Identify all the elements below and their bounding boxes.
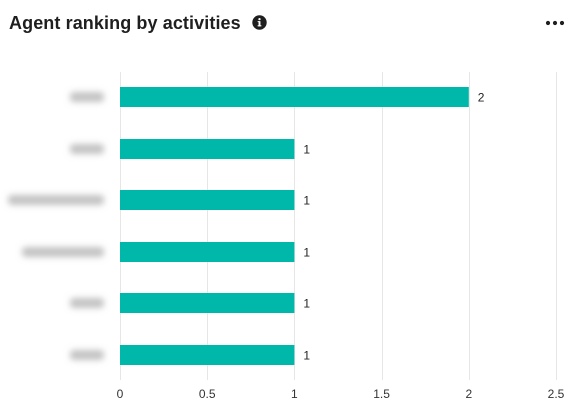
category-label-redacted: [22, 247, 104, 257]
bar-value-label: 1: [303, 297, 310, 311]
bar-value-label: 2: [478, 91, 485, 105]
value-labels: 2 1 1 1 1 1: [303, 91, 484, 363]
bar: [120, 242, 295, 262]
info-icon[interactable]: [252, 14, 267, 30]
bar-value-label: 1: [303, 246, 310, 260]
bar: [120, 345, 295, 365]
bar-value-label: 1: [303, 349, 310, 363]
bars: [120, 87, 469, 365]
grid-lines: [120, 72, 557, 380]
bar: [120, 293, 295, 313]
category-labels: [8, 92, 104, 360]
bar: [120, 87, 469, 107]
x-axis: 0 0.5 1 1.5 2 2.5: [117, 387, 565, 401]
x-tick-label: 2.5: [548, 387, 565, 401]
category-label-redacted: [70, 144, 104, 154]
bar: [120, 139, 295, 159]
category-label-redacted: [70, 92, 104, 102]
bar: [120, 190, 295, 210]
more-horizontal-icon: [545, 20, 565, 26]
widget-header: Agent ranking by activities: [9, 8, 567, 38]
category-label-redacted: [8, 195, 104, 205]
info-icon-graphic: [252, 14, 267, 30]
category-label-redacted: [70, 350, 104, 360]
x-tick-label: 1.5: [373, 387, 390, 401]
category-label-redacted: [70, 298, 104, 308]
widget-title: Agent ranking by activities: [9, 12, 241, 33]
x-tick-label: 2: [465, 387, 472, 401]
x-tick-label: 1: [291, 387, 298, 401]
more-options-button[interactable]: [543, 12, 567, 34]
x-tick-label: 0.5: [199, 387, 216, 401]
bar-value-label: 1: [303, 143, 310, 157]
bar-value-label: 1: [303, 194, 310, 208]
x-tick-label: 0: [117, 387, 124, 401]
